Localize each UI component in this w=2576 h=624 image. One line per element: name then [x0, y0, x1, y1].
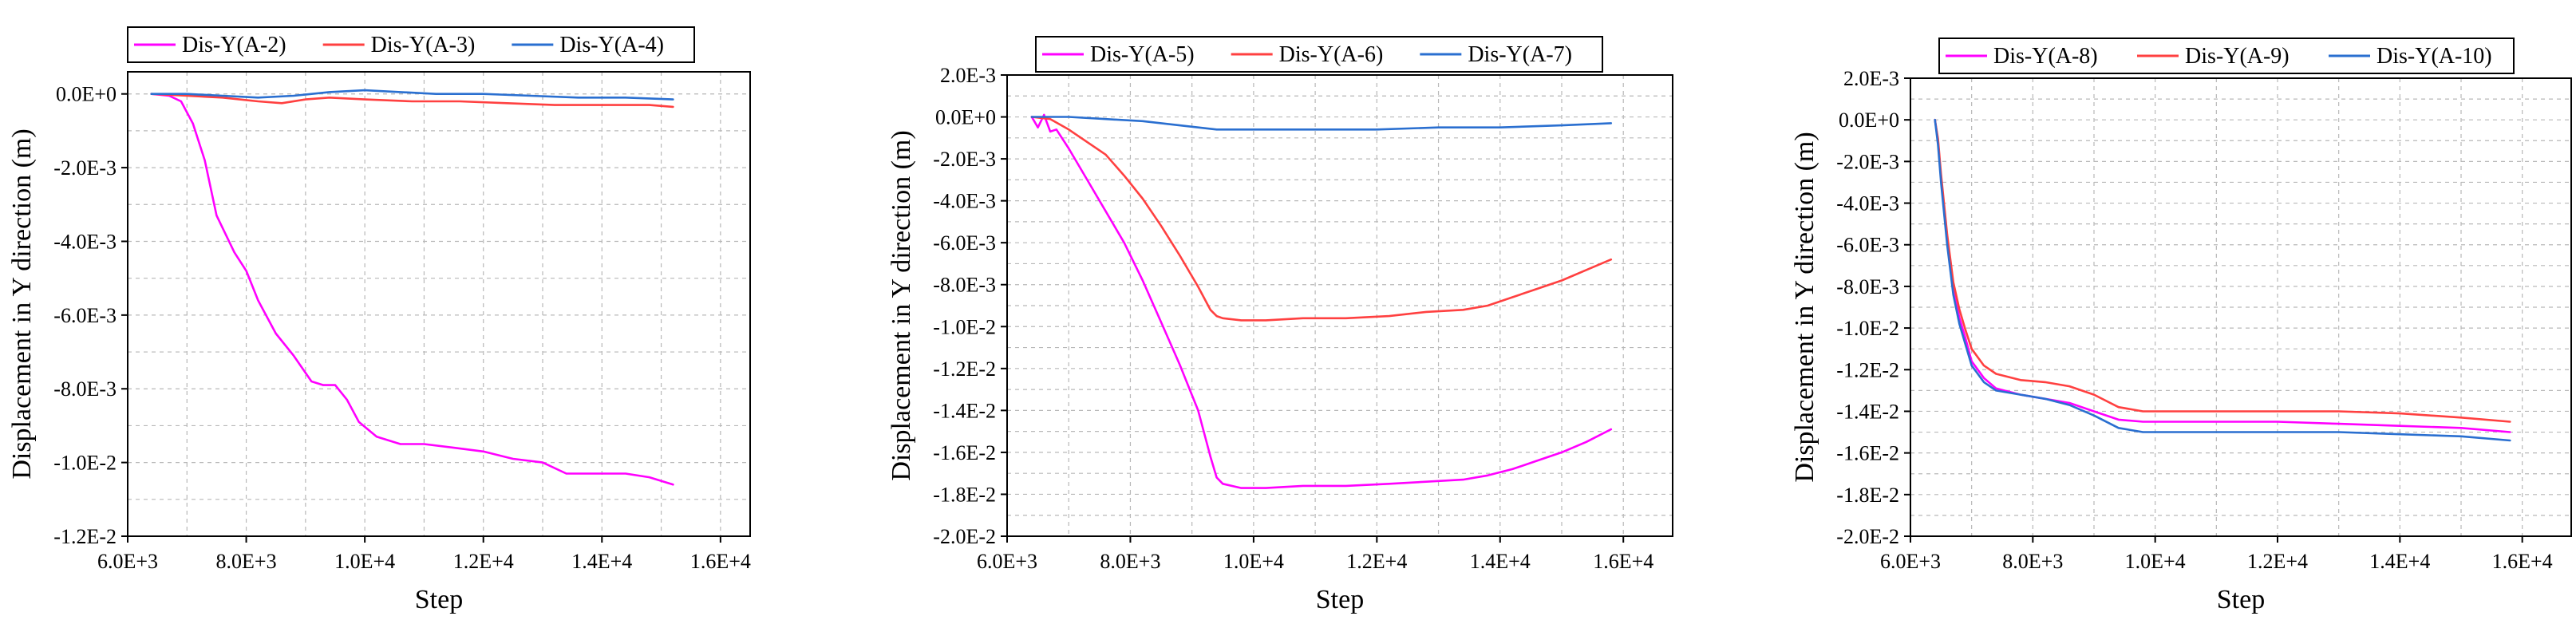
x-axis-label: Step — [2217, 585, 2265, 614]
legend: Dis-Y(A-8) Dis-Y(A-9) Dis-Y(A-10) — [1938, 38, 2515, 74]
series-line-Dis-Y(A-3) — [150, 93, 674, 109]
x-tick-label: 1.4E+4 — [2369, 550, 2430, 573]
x-tick-label: 1.2E+4 — [2247, 550, 2308, 573]
legend-label: Dis-Y(A-2) — [182, 33, 286, 57]
legend: Dis-Y(A-2) Dis-Y(A-3) Dis-Y(A-4) — [127, 26, 695, 63]
x-tick-label: 1.4E+4 — [571, 550, 632, 573]
chart-2: 6.0E+3 8.0E+3 1.0E+4 1.2E+4 1.4E+4 1.6E+4 2.0E… — [887, 36, 1673, 614]
y-tick-label: 2.0E-3 — [1843, 67, 1899, 90]
series-line-Dis-Y(A-2) — [150, 93, 674, 486]
legend-label: Dis-Y(A-9) — [2185, 44, 2290, 69]
y-tick-label: -8.0E-3 — [53, 377, 117, 401]
y-tick-label: 0.0E+0 — [56, 83, 117, 106]
x-tick-label: 6.0E+3 — [1880, 550, 1941, 573]
y-tick-label: 0.0E+0 — [1839, 109, 1899, 132]
y-tick-label: -8.0E-3 — [1836, 275, 1899, 298]
x-tick-label: 1.0E+4 — [1223, 550, 1284, 573]
y-tick-label: -2.0E-3 — [933, 148, 996, 171]
series-line-Dis-Y(A-6) — [1030, 116, 1613, 322]
y-tick-label: -2.0E-2 — [1836, 525, 1899, 548]
y-tick-label: -1.8E-2 — [1836, 484, 1899, 507]
y-tick-label: -4.0E-3 — [1836, 192, 1899, 215]
x-tick-label: 8.0E+3 — [1100, 550, 1160, 573]
y-tick-label: -2.0E-3 — [1836, 150, 1899, 173]
y-tick-label: -6.0E-3 — [933, 231, 996, 255]
y-tick-label: 0.0E+0 — [935, 106, 996, 129]
chart-3: 6.0E+3 8.0E+3 1.0E+4 1.2E+4 1.4E+4 1.6E+4 2.0E… — [1790, 38, 2572, 614]
plot-frame — [127, 71, 751, 537]
y-tick-label: -1.6E-2 — [1836, 442, 1899, 465]
y-tick-label: -1.4E-2 — [1836, 400, 1899, 423]
series-line-Dis-Y(A-5) — [1030, 113, 1613, 489]
y-tick-label: -4.0E-3 — [933, 190, 996, 213]
x-tick-label: 8.0E+3 — [2002, 550, 2063, 573]
y-tick-label: -1.0E-2 — [933, 315, 996, 338]
series-line-Dis-Y(A-10) — [1934, 118, 2511, 442]
plot-frame — [1910, 77, 2572, 537]
y-axis-label: Displacement in Y direction (m) — [1790, 132, 1819, 482]
x-tick-label: 1.0E+4 — [2125, 550, 2186, 573]
x-axis-label: Step — [1316, 585, 1364, 614]
legend-label: Dis-Y(A-10) — [2376, 44, 2492, 69]
x-tick-label: 1.2E+4 — [1346, 550, 1407, 573]
series-line-Dis-Y(A-9) — [1934, 118, 2511, 423]
x-tick-label: 8.0E+3 — [216, 550, 277, 573]
legend-label: Dis-Y(A-8) — [1993, 44, 2098, 69]
x-tick-label: 1.6E+4 — [1593, 550, 1653, 573]
y-axis-label: Displacement in Y direction (m) — [887, 130, 916, 480]
y-tick-label: -8.0E-3 — [933, 274, 996, 297]
x-tick-label: 1.6E+4 — [2492, 550, 2553, 573]
y-axis-label: Displacement in Y direction (m) — [7, 128, 37, 479]
legend-label: Dis-Y(A-7) — [1468, 42, 1572, 67]
y-tick-label: -1.2E-2 — [1836, 358, 1899, 381]
series-line-Dis-Y(A-8) — [1934, 118, 2511, 433]
legend-box — [1938, 38, 2515, 74]
y-tick-label: -2.0E-3 — [53, 156, 117, 180]
y-tick-label: -1.0E-2 — [53, 452, 117, 475]
x-tick-label: 1.0E+4 — [334, 550, 395, 573]
legend-box — [1035, 36, 1603, 73]
y-tick-label: -1.0E-2 — [1836, 317, 1899, 340]
legend-label: Dis-Y(A-5) — [1090, 42, 1195, 67]
y-tick-label: -6.0E-3 — [53, 304, 117, 327]
x-tick-label: 6.0E+3 — [97, 550, 158, 573]
legend-box — [127, 26, 695, 63]
series-line-Dis-Y(A-7) — [1030, 116, 1613, 131]
y-tick-label: -6.0E-3 — [1836, 234, 1899, 257]
y-tick-label: 2.0E-3 — [940, 64, 996, 87]
y-tick-label: -1.4E-2 — [933, 399, 996, 422]
series-line-Dis-Y(A-4) — [150, 89, 674, 101]
y-tick-label: -1.2E-2 — [933, 357, 996, 381]
legend-label: Dis-Y(A-4) — [559, 33, 664, 57]
chart-1: 6.0E+3 8.0E+3 1.0E+4 1.2E+4 1.4E+4 1.6E+4 0.0E… — [7, 26, 751, 614]
legend-label: Dis-Y(A-6) — [1279, 42, 1384, 67]
plot-frame — [1006, 74, 1673, 537]
x-tick-label: 1.6E+4 — [690, 550, 751, 573]
x-tick-label: 1.2E+4 — [453, 550, 514, 573]
legend: Dis-Y(A-5) Dis-Y(A-6) Dis-Y(A-7) — [1035, 36, 1603, 73]
x-tick-label: 6.0E+3 — [977, 550, 1037, 573]
y-tick-label: -1.8E-2 — [933, 483, 996, 506]
y-tick-label: -1.6E-2 — [933, 441, 996, 464]
legend-label: Dis-Y(A-3) — [371, 33, 476, 57]
x-tick-label: 1.4E+4 — [1470, 550, 1531, 573]
x-axis-label: Step — [415, 585, 463, 614]
y-tick-label: -1.2E-2 — [53, 525, 117, 548]
y-tick-label: -2.0E-2 — [933, 525, 996, 548]
y-tick-label: -4.0E-3 — [53, 230, 117, 253]
